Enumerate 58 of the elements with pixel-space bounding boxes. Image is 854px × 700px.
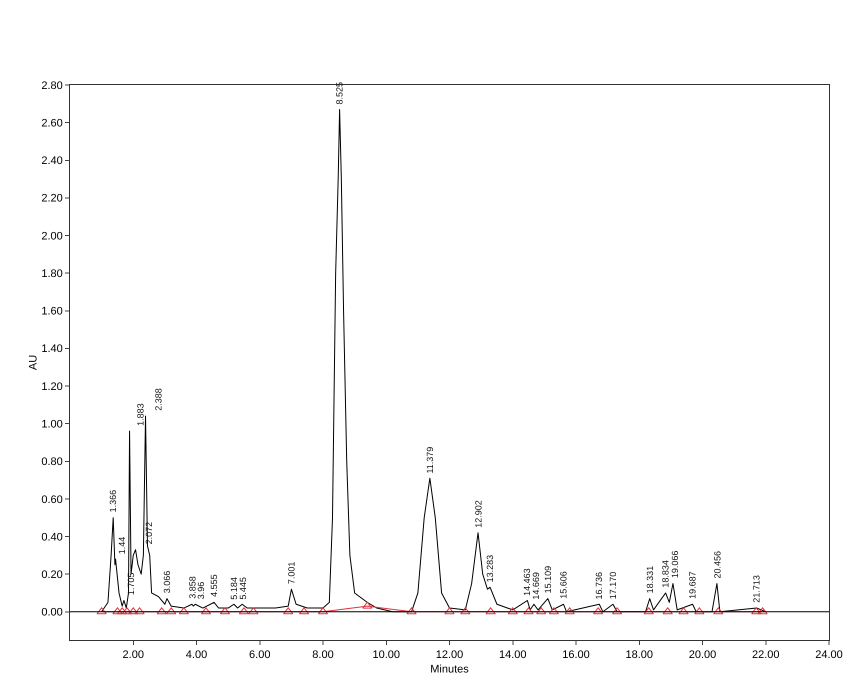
- annotation: 7.001: [286, 562, 297, 584]
- annotation: 1.366: [108, 490, 118, 512]
- y-tick-label: 1.40: [41, 343, 63, 356]
- annotation: 1.44: [117, 536, 128, 554]
- annotation: 14.463: [522, 568, 532, 596]
- annotation: 8.525: [334, 82, 345, 105]
- annotation: 15.109: [543, 566, 554, 594]
- y-tick-label: 0.80: [41, 456, 63, 468]
- x-tick-label: 2.00: [122, 649, 144, 662]
- y-tick-label: 0.00: [41, 606, 63, 619]
- y-tick-label: 1.00: [41, 418, 63, 430]
- y-axis-title: AU: [27, 354, 40, 370]
- x-tick-label: 16.00: [562, 649, 590, 662]
- y-tick-label: 0.20: [41, 569, 63, 581]
- annotation: 4.555: [209, 574, 220, 597]
- x-tick-label: 6.00: [249, 649, 270, 662]
- x-tick-label: 10.00: [372, 649, 400, 662]
- annotation: 3.066: [162, 570, 172, 594]
- annotation: 18.331: [645, 566, 656, 594]
- y-tick-label: 2.80: [41, 80, 63, 92]
- y-tick-label: 2.60: [41, 117, 63, 130]
- annotation: 19.687: [687, 571, 698, 599]
- annotation: 17.170: [608, 572, 618, 600]
- annotation: 20.456: [712, 550, 722, 578]
- annotation: 12.902: [473, 500, 484, 528]
- annotation: 1.883: [136, 403, 146, 426]
- y-tick-label: 1.80: [41, 268, 63, 280]
- x-axis-title: Minutes: [430, 663, 470, 676]
- annotation: 3.96: [196, 582, 206, 600]
- annotation: 18.834: [660, 560, 671, 588]
- annotation: 15.606: [558, 571, 568, 599]
- annotation: 2.388: [154, 388, 164, 411]
- annotation: 2.072: [144, 522, 154, 544]
- x-tick-label: 22.00: [752, 649, 780, 662]
- annotation: 3.858: [187, 576, 198, 599]
- y-tick-label: 0.40: [41, 531, 63, 544]
- annotation: 13.283: [484, 554, 495, 582]
- annotation: 14.669: [531, 572, 542, 600]
- annotation: 1.705: [126, 572, 136, 596]
- annotation: 5.184: [229, 577, 240, 600]
- annotation: 19.066: [670, 550, 680, 578]
- y-tick-label: 1.60: [41, 306, 63, 318]
- annotation: 5.445: [238, 577, 248, 600]
- y-tick-label: 0.60: [41, 494, 63, 506]
- y-tick-label: 2.00: [41, 230, 63, 242]
- x-tick-label: 18.00: [625, 649, 654, 662]
- y-tick-label: 1.20: [41, 380, 63, 393]
- x-tick-label: 4.00: [186, 649, 208, 662]
- annotation: 16.736: [594, 572, 604, 600]
- y-tick-label: 2.40: [41, 155, 63, 168]
- x-tick-label: 20.00: [688, 649, 716, 662]
- annotation: 21.713: [752, 575, 762, 603]
- x-tick-label: 24.00: [815, 649, 843, 662]
- y-tick-label: 2.20: [41, 192, 63, 205]
- x-tick-label: 8.00: [312, 649, 334, 662]
- x-tick-label: 14.00: [498, 649, 527, 662]
- annotation: 11.379: [425, 446, 436, 474]
- x-tick-label: 12.00: [436, 649, 464, 662]
